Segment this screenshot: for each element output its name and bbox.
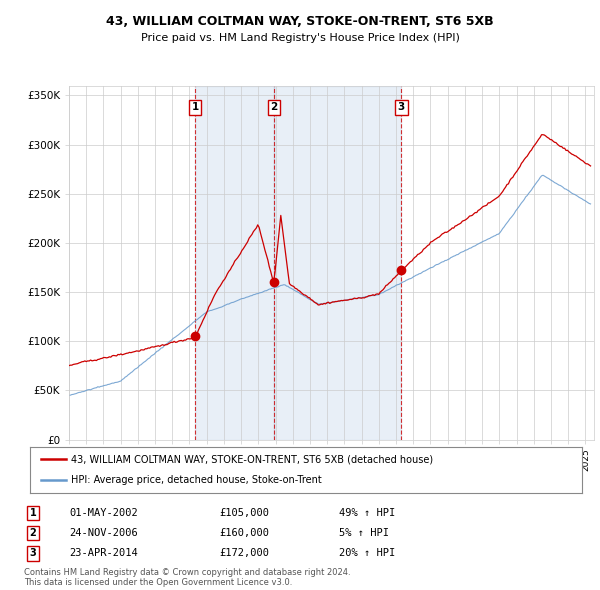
Text: Contains HM Land Registry data © Crown copyright and database right 2024.
This d: Contains HM Land Registry data © Crown c… <box>24 568 350 587</box>
Text: 20% ↑ HPI: 20% ↑ HPI <box>339 549 395 558</box>
Text: 43, WILLIAM COLTMAN WAY, STOKE-ON-TRENT, ST6 5XB: 43, WILLIAM COLTMAN WAY, STOKE-ON-TRENT,… <box>106 15 494 28</box>
Text: 1: 1 <box>191 102 199 112</box>
Text: 3: 3 <box>29 549 37 558</box>
Text: 3: 3 <box>398 102 405 112</box>
Text: Price paid vs. HM Land Registry's House Price Index (HPI): Price paid vs. HM Land Registry's House … <box>140 33 460 43</box>
Text: £160,000: £160,000 <box>219 529 269 538</box>
Text: 24-NOV-2006: 24-NOV-2006 <box>69 529 138 538</box>
Text: 1: 1 <box>29 509 37 518</box>
Bar <box>274 86 401 440</box>
Text: £172,000: £172,000 <box>219 549 269 558</box>
Text: 23-APR-2014: 23-APR-2014 <box>69 549 138 558</box>
Text: HPI: Average price, detached house, Stoke-on-Trent: HPI: Average price, detached house, Stok… <box>71 476 322 486</box>
Text: £105,000: £105,000 <box>219 509 269 518</box>
Text: 43, WILLIAM COLTMAN WAY, STOKE-ON-TRENT, ST6 5XB (detached house): 43, WILLIAM COLTMAN WAY, STOKE-ON-TRENT,… <box>71 454 434 464</box>
Text: 01-MAY-2002: 01-MAY-2002 <box>69 509 138 518</box>
Text: 2: 2 <box>270 102 277 112</box>
Bar <box>195 86 274 440</box>
Text: 49% ↑ HPI: 49% ↑ HPI <box>339 509 395 518</box>
Text: 2: 2 <box>29 529 37 538</box>
Text: 5% ↑ HPI: 5% ↑ HPI <box>339 529 389 538</box>
